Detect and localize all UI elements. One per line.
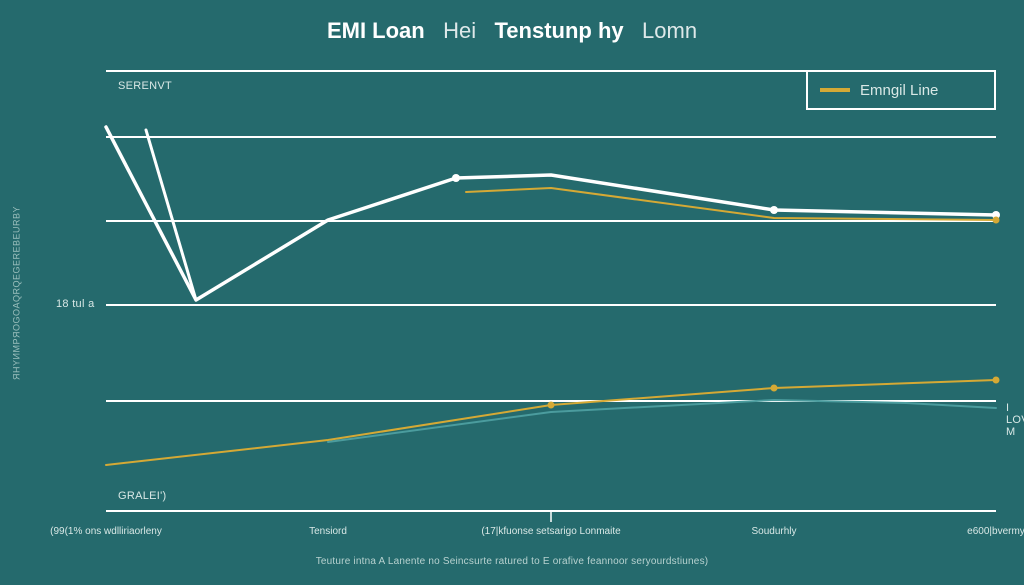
x-category-label: Tensiord <box>309 526 347 537</box>
annotation: I LOVE M <box>1006 402 1024 438</box>
yellow-lower-line-marker <box>771 385 778 392</box>
x-category-label: e600|bvermy <box>967 526 1024 537</box>
x-category-label: Soudurhly <box>751 526 796 537</box>
white-main-line <box>106 127 996 300</box>
annotation: 18 tul a <box>56 298 94 310</box>
yellow-lower-line-marker <box>548 402 555 409</box>
title-part-0: EMI Loan <box>327 18 425 43</box>
title-part-1: Hei <box>443 18 476 43</box>
title-part-2: Tenstunp hy <box>494 18 623 43</box>
y-axis-label: ЯНYИMPЯOGOAQRQEGEREBEURBY <box>12 206 22 380</box>
x-category-label: (99(1% ons wdlliriaorleny <box>50 526 162 537</box>
x-category-label: (17|kfuonse setsarigo Lonmaite <box>481 526 620 537</box>
title-part-3: Lomn <box>642 18 697 43</box>
yellow-lower-line-marker <box>993 377 1000 384</box>
yellow-upper-segment-marker <box>993 217 1000 224</box>
annotation: SERENVT <box>118 80 172 92</box>
annotation: GRALEI') <box>118 490 167 502</box>
chart-svg <box>106 70 996 510</box>
plot-area: SERENVT18 tul aGRALEI')I LOVE M <box>106 70 996 510</box>
white-main-line-marker <box>770 206 778 214</box>
chart-title: EMI Loan Hei Tenstunp hy Lomn <box>0 18 1024 44</box>
teal-lower-line <box>328 400 996 442</box>
yellow-lower-line <box>106 380 996 465</box>
white-main-line-marker <box>452 174 460 182</box>
x-axis-label: Teuture intna A Lanente no Seincsurte ra… <box>0 556 1024 567</box>
